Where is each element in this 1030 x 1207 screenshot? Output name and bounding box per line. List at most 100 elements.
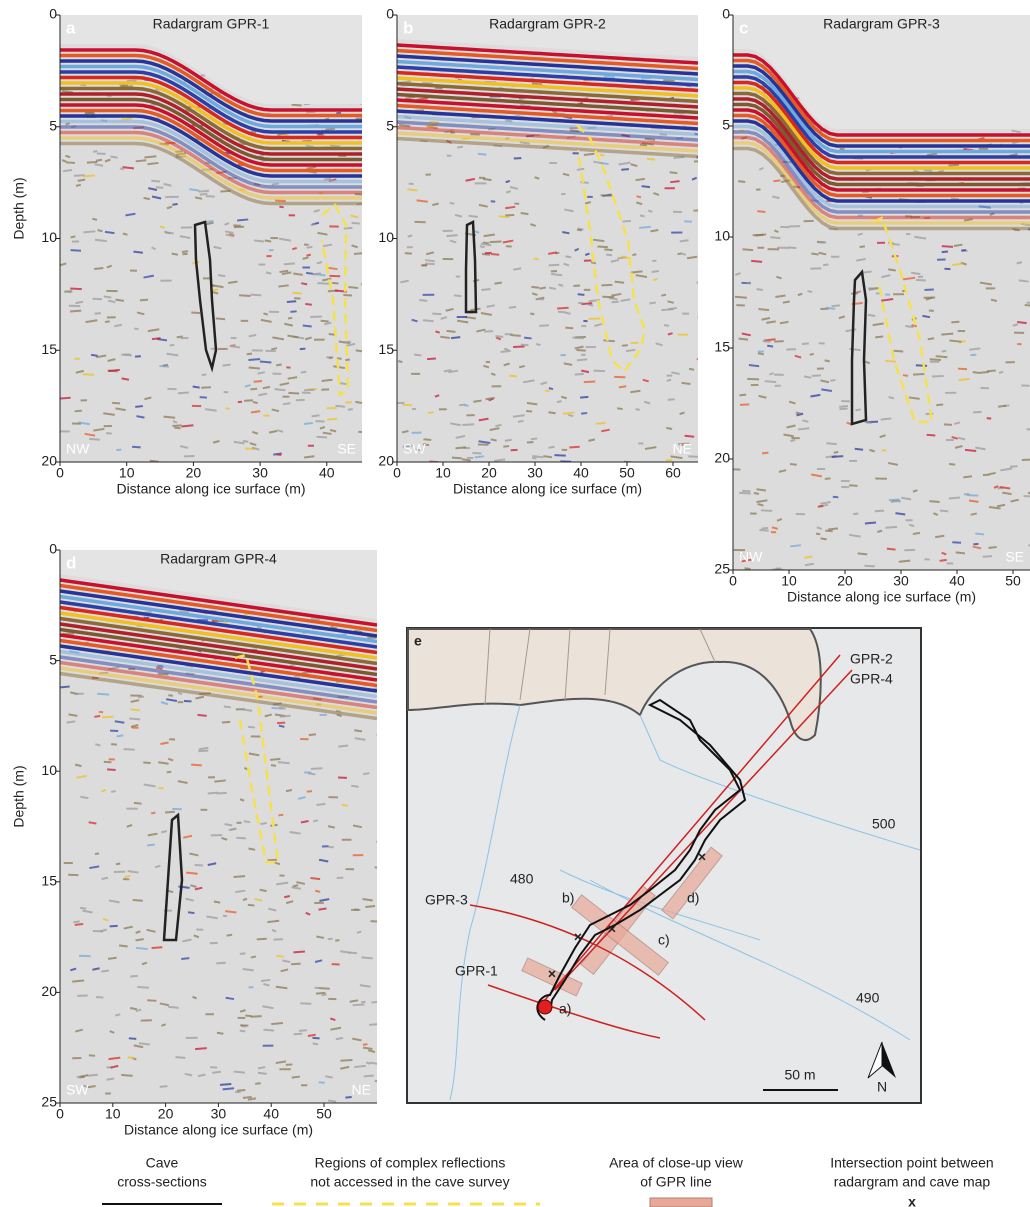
reflection bbox=[352, 223, 360, 224]
reflection bbox=[293, 885, 298, 886]
reflection bbox=[182, 425, 194, 426]
reflection bbox=[758, 353, 764, 354]
reflection bbox=[66, 123, 70, 124]
reflection bbox=[245, 1016, 251, 1017]
x-tick-label: 20 bbox=[158, 1106, 174, 1122]
reflection bbox=[85, 112, 94, 113]
reflection bbox=[447, 331, 456, 332]
reflection bbox=[237, 219, 248, 220]
reflection bbox=[398, 361, 402, 362]
reflection bbox=[495, 283, 502, 284]
north-label: N bbox=[877, 1079, 887, 1095]
reflection bbox=[266, 272, 271, 273]
reflection bbox=[366, 1062, 370, 1063]
reflection bbox=[648, 210, 652, 211]
reflection bbox=[585, 254, 589, 255]
view-label: b) bbox=[562, 890, 574, 906]
reflection bbox=[228, 282, 237, 283]
reflection bbox=[913, 533, 920, 534]
reflection bbox=[754, 493, 759, 494]
reflection bbox=[521, 213, 529, 214]
reflection bbox=[759, 309, 770, 310]
reflection bbox=[911, 325, 916, 326]
reflection bbox=[98, 230, 103, 231]
legend-symbol: x bbox=[908, 1194, 916, 1207]
intersection: × bbox=[608, 921, 616, 937]
reflection bbox=[243, 899, 247, 900]
reflection bbox=[344, 228, 353, 229]
reflection bbox=[956, 552, 965, 553]
reflection bbox=[575, 374, 584, 375]
reflection bbox=[584, 154, 594, 155]
reflection bbox=[875, 511, 884, 512]
reflection bbox=[772, 527, 778, 528]
reflection bbox=[243, 969, 254, 970]
contour-label: 500 bbox=[872, 816, 896, 832]
x-tick-label: 50 bbox=[1005, 573, 1021, 589]
reflection bbox=[342, 805, 348, 806]
reflection bbox=[300, 349, 306, 350]
contour-label: 480 bbox=[510, 871, 534, 887]
reflection bbox=[235, 891, 245, 892]
reflection bbox=[371, 921, 383, 922]
reflection bbox=[1017, 262, 1022, 263]
reflection bbox=[267, 921, 279, 922]
reflection bbox=[954, 245, 963, 246]
x-tick-label: 10 bbox=[119, 465, 135, 481]
reflection bbox=[102, 878, 109, 879]
reflection bbox=[354, 253, 363, 254]
reflection bbox=[940, 560, 947, 561]
reflection bbox=[949, 498, 960, 499]
reflection bbox=[531, 439, 537, 440]
reflection bbox=[73, 921, 79, 922]
reflection bbox=[80, 797, 88, 798]
reflection bbox=[828, 528, 838, 529]
reflection bbox=[652, 271, 659, 272]
reflection bbox=[885, 527, 897, 528]
reflection bbox=[123, 233, 128, 234]
reflection bbox=[260, 362, 271, 363]
reflection bbox=[111, 791, 115, 792]
reflection bbox=[478, 154, 487, 155]
reflection bbox=[853, 513, 858, 514]
x-tick-label: 0 bbox=[56, 1106, 64, 1122]
reflection bbox=[202, 374, 207, 375]
reflection bbox=[942, 351, 946, 352]
reflection bbox=[279, 207, 283, 208]
y-axis-label: Depth (m) bbox=[11, 177, 27, 239]
reflection bbox=[967, 495, 979, 496]
reflection bbox=[689, 369, 694, 370]
reflection bbox=[790, 464, 797, 465]
radargram-panel: 05101520250102030405060Distance along ic… bbox=[714, 6, 1030, 605]
reflection bbox=[248, 905, 255, 906]
reflection bbox=[319, 1082, 325, 1083]
x-tick-label: 20 bbox=[837, 573, 853, 589]
reflection bbox=[234, 1072, 245, 1073]
reflection bbox=[798, 294, 802, 295]
reflection bbox=[152, 338, 161, 339]
reflection bbox=[308, 773, 315, 774]
reflection bbox=[313, 820, 318, 821]
reflection bbox=[129, 719, 140, 720]
reflection bbox=[271, 1023, 283, 1024]
reflection bbox=[812, 375, 821, 376]
reflection bbox=[325, 129, 335, 130]
x-axis-label: Distance along ice surface (m) bbox=[124, 1122, 313, 1138]
reflection bbox=[122, 378, 129, 379]
reflection bbox=[214, 902, 220, 903]
reflection bbox=[602, 163, 609, 164]
reflection bbox=[132, 447, 141, 448]
reflection bbox=[475, 456, 484, 457]
reflection bbox=[278, 285, 288, 286]
gpr-label: GPR-2 bbox=[850, 651, 893, 667]
reflection bbox=[875, 337, 883, 338]
reflection bbox=[565, 328, 573, 329]
reflection bbox=[928, 338, 934, 339]
reflection bbox=[480, 246, 485, 247]
reflection bbox=[581, 413, 587, 414]
reflection bbox=[76, 185, 81, 186]
reflection bbox=[739, 395, 746, 396]
reflection bbox=[343, 295, 352, 296]
reflection bbox=[663, 80, 674, 81]
reflection bbox=[588, 304, 593, 305]
